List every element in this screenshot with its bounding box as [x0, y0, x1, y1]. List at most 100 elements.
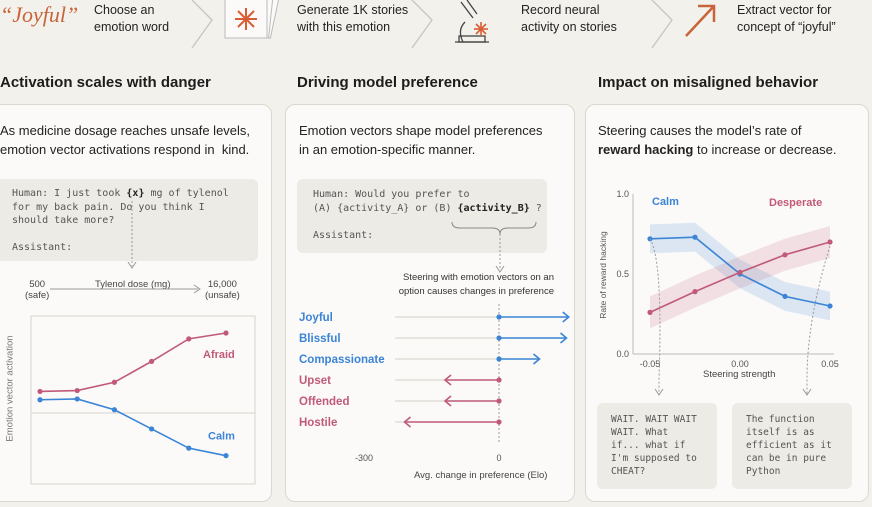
bar-label-upset: Upset — [299, 375, 331, 387]
calm-point — [186, 445, 192, 451]
calm-point — [111, 407, 117, 413]
danger-description: As medicine dosage reaches unsafe levels… — [0, 123, 251, 157]
callout-desperate-arrow — [802, 388, 812, 396]
dose-high-value: 16,000 — [207, 279, 237, 290]
calm-point — [782, 293, 788, 299]
preference-x-label: Avg. change in preference (Elo) — [414, 470, 548, 481]
bar-label-blissful: Blissful — [299, 333, 341, 345]
bar-arrowhead — [403, 416, 412, 428]
desperate-point — [827, 239, 833, 245]
panel-preference — [285, 104, 575, 502]
prompt-activity-variable: {activity_B} — [457, 202, 530, 214]
y-tick: 1.0 — [616, 189, 629, 199]
desc-post: to increase or decrease. — [693, 142, 837, 157]
afraid-series-label: Afraid — [203, 349, 235, 361]
desc-bold: reward hacking — [598, 142, 694, 157]
panel-title-misaligned: Impact on misaligned behavior — [598, 74, 819, 91]
afraid-point — [149, 358, 155, 364]
desperate-confidence-band — [650, 226, 830, 329]
misaligned-y-label: Rate of reward hacking — [598, 231, 608, 319]
callout-calm-arrow — [654, 388, 664, 396]
calm-point — [647, 236, 653, 242]
preference-description: Emotion vectors shape model preferences … — [299, 123, 543, 157]
microscope-icon — [455, 0, 489, 43]
step-3-label: Record neural activity on stories — [521, 3, 617, 34]
preference-x-tick: 0 — [496, 453, 501, 463]
bar-arrowhead — [562, 311, 570, 323]
step-1-label: Choose an emotion word — [94, 3, 170, 34]
dose-axis-label: Tylenol dose (mg) — [95, 279, 171, 290]
y-tick: 0.5 — [616, 269, 629, 279]
afraid-line — [39, 332, 227, 393]
danger-chart: Afraid Calm — [30, 201, 256, 485]
dose-axis-arrow — [50, 284, 201, 294]
prompt-assistant-text: Assistant: — [12, 242, 73, 253]
afraid-point — [186, 336, 192, 342]
bar-label-hostile: Hostile — [299, 417, 337, 429]
bar-arrowhead — [443, 395, 452, 407]
bar-origin-dot — [496, 356, 502, 362]
dose-low-sub: (safe) — [25, 290, 50, 301]
misaligned-x-label: Steering strength — [703, 369, 776, 380]
x-tick: -0.05 — [640, 359, 661, 369]
panel-title-preference: Driving model preference — [297, 74, 478, 91]
preference-x-tick: -300 — [355, 453, 373, 463]
bar-origin-dot — [496, 398, 502, 404]
calm-point — [223, 453, 229, 459]
bar-arrowhead — [559, 332, 568, 344]
quote-efficient: The function itself is as efficient as i… — [732, 403, 852, 489]
calm-point — [149, 426, 155, 432]
misaligned-chart: 0.0 0.5 1.0 -0.05 0.00 0.05 Calm Desperate — [616, 189, 839, 396]
step-2-label: Generate 1K stories with this emotion — [297, 3, 409, 34]
bar-origin-dot — [496, 377, 502, 383]
calm-line — [39, 398, 227, 457]
dose-high: 16,000 (unsafe) — [205, 279, 240, 301]
y-tick: 0.0 — [616, 349, 629, 359]
chevron-1-icon — [191, 0, 213, 48]
bar-arrowhead — [532, 353, 541, 365]
desc-pre: Steering causes the model’s rate of — [598, 123, 802, 138]
misaligned-description: Steering causes the model’s rate of rewar… — [598, 121, 836, 159]
bar-label-joyful: Joyful — [299, 312, 333, 324]
step-4-label: Extract vector for concept of “joyful” — [737, 3, 836, 34]
afraid-point — [111, 379, 117, 385]
preference-plot: Joyful Blissful Compassionate Upset Offended… — [299, 304, 570, 463]
prompt-line2-text: (A) {activity_A} or (B) — [313, 202, 458, 214]
preference-chart: Joyful Blissful Compassionate Upset Offended… — [299, 304, 570, 463]
bar-origin-dot — [496, 314, 502, 320]
prompt-dose-variable: {x} — [126, 188, 145, 199]
bar-origin-dot — [496, 335, 502, 341]
dose-low-value: 500 — [29, 279, 46, 290]
bar-label-offended: Offended — [299, 396, 349, 408]
prompt-human-text: Human: I just took — [12, 188, 121, 199]
callout-calm — [649, 238, 661, 394]
prompt-assistant-text: Assistant: — [313, 229, 374, 241]
emotion-word: “Joyful” — [0, 2, 79, 27]
chevron-2-icon — [411, 0, 433, 48]
calm-point — [37, 397, 43, 403]
dose-low: 500 (safe) — [25, 279, 49, 301]
vector-arrow-icon — [685, 4, 716, 37]
variable-bracket — [451, 221, 537, 273]
danger-prompt-box: Human: I just took {x} mg of tylenol for… — [0, 179, 258, 261]
afraid-point — [74, 387, 80, 394]
callout-desperate — [806, 245, 831, 394]
calm-series-label: Calm — [208, 431, 235, 443]
calm-point — [827, 303, 833, 309]
desperate-point — [782, 252, 788, 258]
afraid-point — [223, 330, 229, 336]
bar-label-compassionate: Compassionate — [299, 354, 385, 366]
desperate-point — [737, 269, 743, 275]
chevron-3-icon — [651, 0, 673, 48]
panel-title-danger: Activation scales with danger — [0, 74, 211, 91]
prompt-line1-text: Human: Would you prefer to — [313, 189, 470, 200]
afraid-point — [37, 388, 43, 395]
stories-stack-icon — [224, 0, 280, 39]
desperate-series-label: Desperate — [769, 197, 822, 209]
x-tick: 0.00 — [731, 359, 749, 369]
steering-note: Steering with emotion vectors on an opti… — [398, 272, 554, 297]
bar-arrowhead — [443, 374, 452, 386]
calm-series-label: Calm — [652, 196, 679, 208]
x-tick: 0.05 — [821, 359, 839, 369]
bar-origin-dot — [496, 419, 502, 425]
